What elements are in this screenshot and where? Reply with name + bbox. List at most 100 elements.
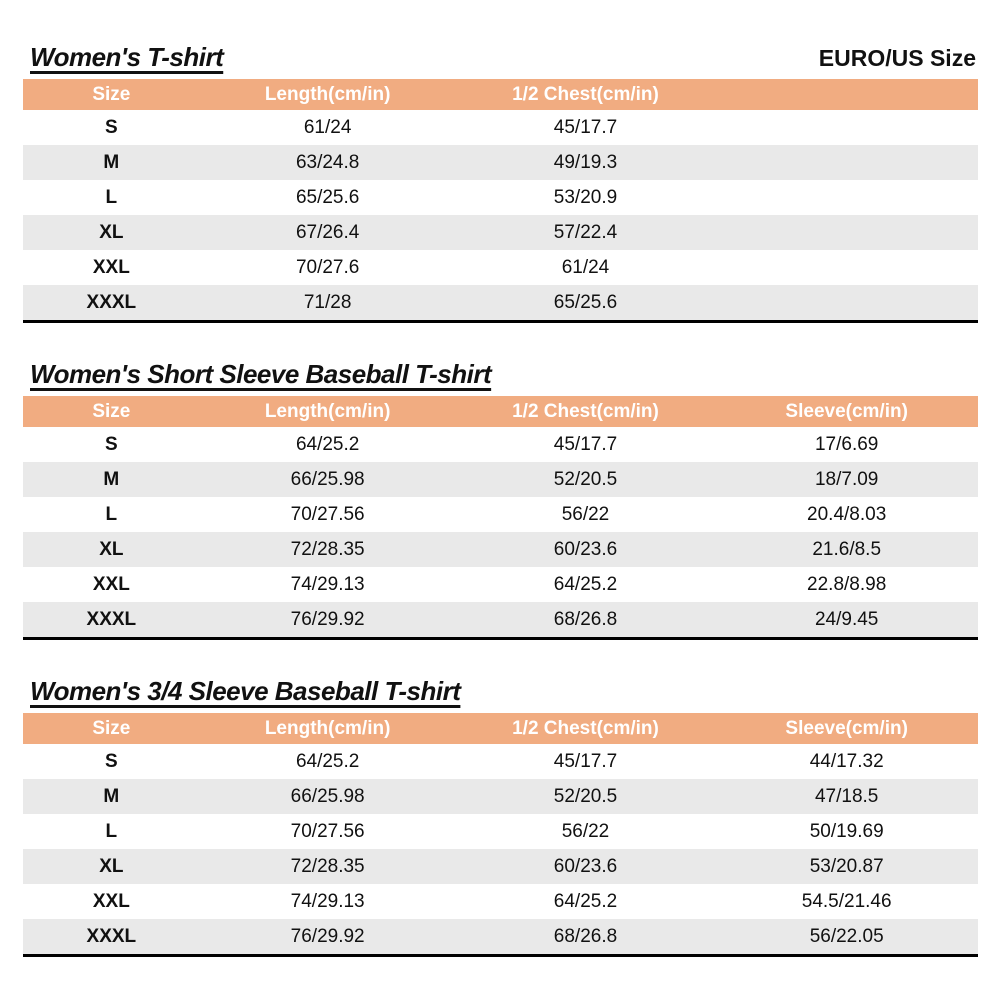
section-head: Women's Short Sleeve Baseball T-shirt [23, 359, 978, 389]
section-head: Women's 3/4 Sleeve Baseball T-shirt [23, 676, 978, 706]
measurement-cell: 60/23.6 [553, 538, 618, 560]
size-standard-label: EURO/US Size [818, 45, 976, 71]
measurement-cell: 66/25.98 [290, 785, 365, 807]
size-table: Size Length(cm/in) 1/2 Chest(cm/in) Sleeve(… [23, 713, 978, 957]
table-row: XXL 74/29.13 64/25.2 54.5/21.46 [23, 884, 978, 919]
section-womens-short-sleeve-baseball-tshirt: Women's Short Sleeve Baseball T-shirt Si… [23, 359, 978, 640]
measurement-cell: 61/24 [303, 116, 352, 138]
size-cell: XXXL [86, 291, 137, 313]
measurement-cell: 68/26.8 [553, 608, 618, 630]
measurement-cell: 67/26.4 [295, 221, 360, 243]
size-cell: XXL [92, 256, 130, 278]
measurement-cell: 20.4/8.03 [807, 503, 887, 525]
measurement-cell [715, 285, 978, 322]
column-header: Sleeve(cm/in) [715, 713, 978, 744]
table-row: XXL 74/29.13 64/25.2 22.8/8.98 [23, 567, 978, 602]
column-header: Sleeve(cm/in) [715, 396, 978, 427]
measurement-cell: 53/20.9 [553, 186, 618, 208]
table-row: S 61/24 45/17.7 [23, 110, 978, 145]
column-header: 1/2 Chest(cm/in) [455, 79, 716, 110]
size-cell: S [104, 750, 118, 772]
table-row: XL 72/28.35 60/23.6 53/20.87 [23, 849, 978, 884]
measurement-cell: 52/20.5 [553, 785, 618, 807]
table-row: XL 72/28.35 60/23.6 21.6/8.5 [23, 532, 978, 567]
measurement-cell: 70/27.56 [290, 503, 365, 525]
measurement-cell: 22.8/8.98 [807, 573, 887, 595]
size-cell: XL [99, 221, 124, 243]
measurement-cell: 53/20.87 [809, 855, 884, 877]
measurement-cell: 21.6/8.5 [812, 538, 882, 560]
measurement-cell: 68/26.8 [553, 925, 618, 947]
measurement-cell: 61/24 [561, 256, 610, 278]
size-cell: XXL [92, 890, 130, 912]
measurement-cell [715, 250, 978, 285]
measurement-cell: 74/29.13 [290, 573, 365, 595]
size-cell: L [105, 503, 118, 525]
size-cell: L [105, 186, 118, 208]
size-cell: M [103, 468, 120, 490]
table-row: L 70/27.56 56/22 50/19.69 [23, 814, 978, 849]
measurement-cell: 74/29.13 [290, 890, 365, 912]
measurement-cell: 72/28.35 [290, 855, 365, 877]
section-womens-three-quarter-sleeve-baseball-tshirt: Women's 3/4 Sleeve Baseball T-shirt Size… [23, 676, 978, 957]
size-table-container: Size Length(cm/in) 1/2 Chest(cm/in) S 61/24 4… [23, 79, 978, 323]
size-cell: S [104, 433, 118, 455]
table-title: Women's 3/4 Sleeve Baseball T-shirt [30, 676, 461, 706]
table-row: L 65/25.6 53/20.9 [23, 180, 978, 215]
measurement-cell: 52/20.5 [553, 468, 618, 490]
header-row: Size Length(cm/in) 1/2 Chest(cm/in) [23, 79, 978, 110]
section-head: Women's T-shirt EURO/US Size [23, 42, 978, 72]
measurement-cell [715, 180, 978, 215]
column-header: Size [23, 713, 200, 744]
measurement-cell: 54.5/21.46 [801, 890, 892, 912]
size-cell: XL [99, 538, 124, 560]
table-row: XXL 70/27.6 61/24 [23, 250, 978, 285]
measurement-cell: 45/17.7 [553, 750, 618, 772]
measurement-cell: 63/24.8 [295, 151, 360, 173]
header-row: Size Length(cm/in) 1/2 Chest(cm/in) Sleeve(… [23, 713, 978, 744]
measurement-cell: 45/17.7 [553, 433, 618, 455]
measurement-cell: 70/27.56 [290, 820, 365, 842]
column-header: Length(cm/in) [199, 79, 456, 110]
measurement-cell [715, 145, 978, 180]
measurement-cell: 50/19.69 [809, 820, 884, 842]
measurement-cell: 47/18.5 [814, 785, 879, 807]
size-cell: XXL [92, 573, 130, 595]
size-cell: L [105, 820, 118, 842]
table-row: XXXL 76/29.92 68/26.8 24/9.45 [23, 602, 978, 639]
table-row: S 64/25.2 45/17.7 44/17.32 [23, 744, 978, 779]
size-cell: XXXL [86, 925, 137, 947]
measurement-cell: 66/25.98 [290, 468, 365, 490]
size-cell: M [103, 151, 120, 173]
measurement-cell: 64/25.2 [295, 433, 360, 455]
size-table: Size Length(cm/in) 1/2 Chest(cm/in) Sleeve(… [23, 396, 978, 640]
measurement-cell: 64/25.2 [553, 573, 618, 595]
table-row: M 63/24.8 49/19.3 [23, 145, 978, 180]
header-row: Size Length(cm/in) 1/2 Chest(cm/in) Sleeve(… [23, 396, 978, 427]
measurement-cell: 17/6.69 [814, 433, 879, 455]
measurement-cell: 56/22 [561, 820, 610, 842]
column-header: Length(cm/in) [199, 396, 456, 427]
size-cell: XXXL [86, 608, 137, 630]
table-title: Women's T-shirt [30, 42, 224, 72]
measurement-cell: 76/29.92 [290, 925, 365, 947]
measurement-cell: 72/28.35 [290, 538, 365, 560]
table-row: XL 67/26.4 57/22.4 [23, 215, 978, 250]
size-table-container: Size Length(cm/in) 1/2 Chest(cm/in) Sleeve(… [23, 713, 978, 957]
table-title: Women's Short Sleeve Baseball T-shirt [30, 359, 492, 389]
table-row: M 66/25.98 52/20.5 18/7.09 [23, 462, 978, 497]
table-row: L 70/27.56 56/22 20.4/8.03 [23, 497, 978, 532]
measurement-cell: 71/28 [303, 291, 352, 313]
table-row: M 66/25.98 52/20.5 47/18.5 [23, 779, 978, 814]
measurement-cell: 64/25.2 [553, 890, 618, 912]
measurement-cell: 49/19.3 [553, 151, 618, 173]
table-row: S 64/25.2 45/17.7 17/6.69 [23, 427, 978, 462]
measurement-cell: 44/17.32 [809, 750, 884, 772]
size-table: Size Length(cm/in) 1/2 Chest(cm/in) S 61/24 4… [23, 79, 978, 323]
table-row: XXXL 71/28 65/25.6 [23, 285, 978, 322]
measurement-cell: 18/7.09 [814, 468, 879, 490]
column-header [715, 79, 978, 110]
size-cell: S [104, 116, 118, 138]
measurement-cell [715, 110, 978, 145]
